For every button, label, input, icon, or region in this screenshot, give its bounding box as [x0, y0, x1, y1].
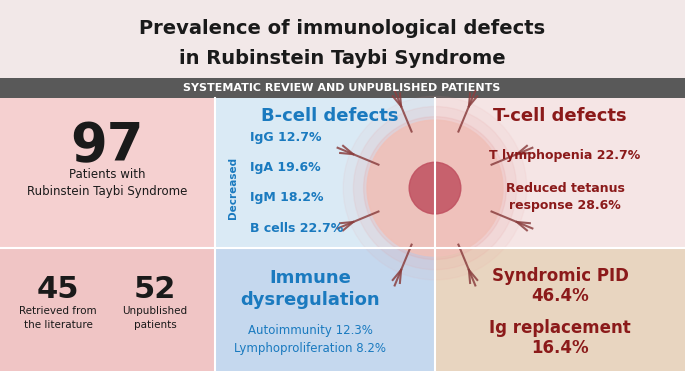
Text: Decreased: Decreased [228, 157, 238, 219]
Text: Prevalence of immunological defects: Prevalence of immunological defects [139, 19, 545, 37]
Text: B cells 22.7%: B cells 22.7% [250, 221, 343, 234]
FancyBboxPatch shape [0, 98, 215, 248]
FancyBboxPatch shape [0, 248, 215, 371]
Text: T lymphopenia 22.7%: T lymphopenia 22.7% [489, 150, 640, 162]
Circle shape [353, 106, 516, 270]
Text: 52: 52 [134, 275, 176, 304]
Text: 46.4%: 46.4% [531, 287, 589, 305]
Text: dysregulation: dysregulation [240, 291, 379, 309]
Text: Unpublished
patients: Unpublished patients [123, 306, 188, 329]
FancyBboxPatch shape [435, 98, 685, 248]
Text: response 28.6%: response 28.6% [509, 200, 621, 213]
Circle shape [343, 96, 527, 280]
Text: IgG 12.7%: IgG 12.7% [250, 131, 321, 144]
Text: Patients with
Rubinstein Taybi Syndrome: Patients with Rubinstein Taybi Syndrome [27, 167, 187, 198]
Circle shape [367, 120, 503, 256]
Text: Immune: Immune [269, 269, 351, 287]
Text: 97: 97 [71, 120, 144, 172]
Text: Lymphoproliferation 8.2%: Lymphoproliferation 8.2% [234, 342, 386, 355]
Text: Ig replacement: Ig replacement [489, 319, 631, 337]
Text: T-cell defects: T-cell defects [493, 107, 627, 125]
FancyBboxPatch shape [0, 0, 685, 78]
Text: B-cell defects: B-cell defects [261, 107, 399, 125]
Text: Retrieved from
the literature: Retrieved from the literature [19, 306, 97, 329]
Text: IgM 18.2%: IgM 18.2% [250, 191, 323, 204]
Text: IgA 19.6%: IgA 19.6% [250, 161, 321, 174]
FancyBboxPatch shape [215, 98, 435, 248]
Circle shape [409, 162, 461, 214]
Text: 16.4%: 16.4% [531, 339, 589, 357]
Text: Autoimmunity 12.3%: Autoimmunity 12.3% [247, 324, 373, 336]
Text: Reduced tetanus: Reduced tetanus [506, 181, 625, 194]
FancyBboxPatch shape [435, 248, 685, 371]
Text: in Rubinstein Taybi Syndrome: in Rubinstein Taybi Syndrome [179, 49, 506, 68]
Text: 45: 45 [37, 275, 79, 304]
Text: SYSTEMATIC REVIEW AND UNPUBLISHED PATIENTS: SYSTEMATIC REVIEW AND UNPUBLISHED PATIEN… [184, 83, 501, 93]
Text: Syndromic PID: Syndromic PID [492, 267, 628, 285]
FancyBboxPatch shape [0, 78, 685, 98]
Circle shape [364, 117, 506, 259]
FancyBboxPatch shape [215, 248, 435, 371]
